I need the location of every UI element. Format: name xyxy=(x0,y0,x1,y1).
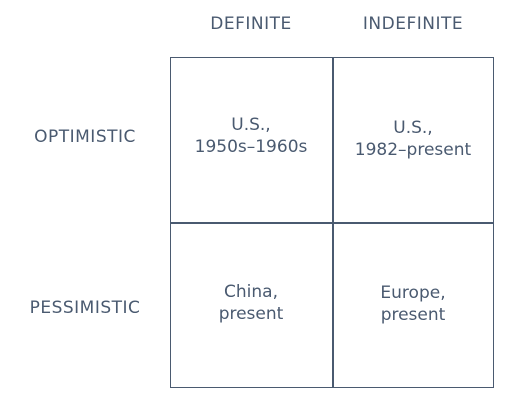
cell-pessimistic-definite-line-2: present xyxy=(218,304,284,324)
cell-pessimistic-indefinite-line-2: present xyxy=(380,305,446,325)
cell-pessimistic-indefinite: Europe, present xyxy=(332,282,494,326)
row-header-pessimistic: PESSIMISTIC xyxy=(29,298,141,318)
cell-optimistic-definite: U.S., 1950s–1960s xyxy=(170,114,332,158)
cell-optimistic-indefinite-line-2: 1982–present xyxy=(354,140,472,160)
cell-optimistic-indefinite-line-1: U.S., xyxy=(393,118,433,138)
cell-pessimistic-definite-line-1: China, xyxy=(224,282,278,302)
cell-pessimistic-definite: China, present xyxy=(170,281,332,325)
grid-horizontal-divider xyxy=(171,222,493,224)
column-header-definite: DEFINITE xyxy=(210,14,292,34)
cell-optimistic-indefinite: U.S., 1982–present xyxy=(332,117,494,161)
quadrant-grid xyxy=(170,57,494,388)
cell-optimistic-definite-line-2: 1950s–1960s xyxy=(194,137,308,157)
cell-optimistic-definite-line-1: U.S., xyxy=(231,115,271,135)
row-header-optimistic: OPTIMISTIC xyxy=(34,127,136,147)
column-header-indefinite: INDEFINITE xyxy=(362,14,464,34)
cell-pessimistic-indefinite-line-1: Europe, xyxy=(380,283,446,303)
